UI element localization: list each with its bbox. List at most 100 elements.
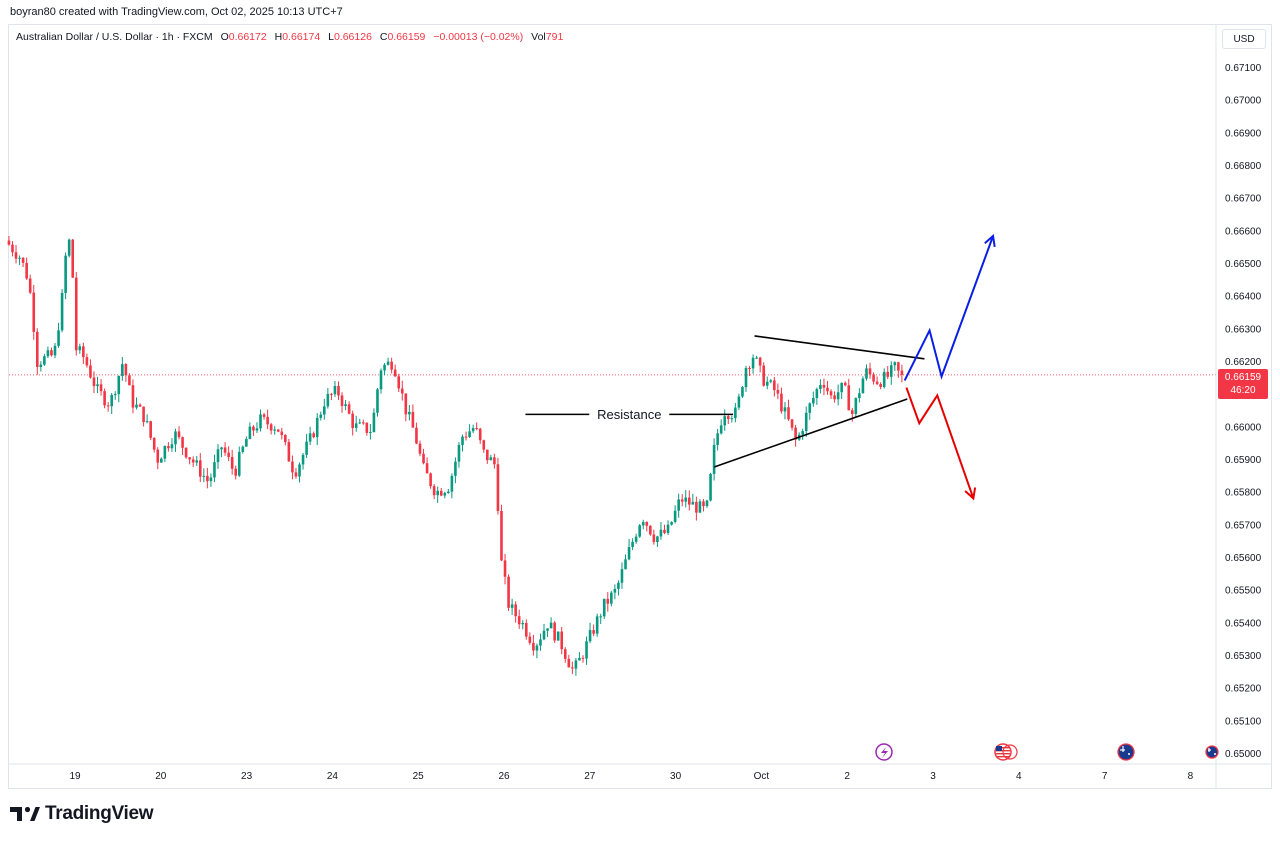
candle-body xyxy=(340,395,344,407)
candle-body xyxy=(475,428,478,430)
candle-body xyxy=(858,393,861,399)
legend-symbol[interactable]: Australian Dollar / U.S. Dollar · 1h · F… xyxy=(16,31,213,43)
bullish-projection-path[interactable] xyxy=(903,235,994,381)
candle-body xyxy=(897,362,900,371)
au-flag-event-icon[interactable] xyxy=(1117,743,1135,761)
candle-body xyxy=(783,407,787,412)
legend-open-value: 0.66172 xyxy=(228,31,267,43)
au-flag-event-icon-partial[interactable] xyxy=(1205,745,1219,759)
candle-body xyxy=(149,421,152,438)
triangle-trendline[interactable] xyxy=(713,398,908,468)
time-tick-label: 2 xyxy=(844,771,850,782)
time-tick-label: 4 xyxy=(1016,771,1022,782)
candle-body xyxy=(482,440,486,450)
au-flag-event-icon-star xyxy=(1128,753,1130,755)
triangle-trendline[interactable] xyxy=(754,335,925,360)
candle-body xyxy=(14,252,18,259)
time-axis[interactable]: 19 20 23 24 25 26 27 30 Oct 2 3 4 7 8 xyxy=(8,763,1272,782)
price-tick-label: 0.66700 xyxy=(1225,194,1262,205)
candle-body xyxy=(78,346,82,351)
candle-body xyxy=(489,457,493,461)
price-tick-label: 0.66800 xyxy=(1225,161,1262,172)
price-axis[interactable]: 0.67100 0.67000 0.66900 0.66800 0.66700 0.666… xyxy=(1215,25,1262,789)
tradingview-logo[interactable]: TradingView xyxy=(10,803,154,825)
candle-body xyxy=(627,547,631,560)
candle-body xyxy=(602,598,606,617)
candle-body xyxy=(312,433,315,438)
candle-body xyxy=(124,364,128,376)
lightning-event-icon[interactable] xyxy=(875,743,893,761)
candle-body xyxy=(333,385,337,395)
candle-body xyxy=(716,433,719,445)
candle-body xyxy=(868,368,872,375)
candle-body xyxy=(769,380,773,382)
candle-body xyxy=(886,371,890,377)
price-tick-label: 0.65400 xyxy=(1225,618,1262,629)
price-tick-label: 0.67000 xyxy=(1225,96,1262,107)
candle-body xyxy=(386,361,390,365)
chart-frame xyxy=(8,24,1272,789)
candle-body xyxy=(812,398,815,404)
candle-body xyxy=(794,427,797,440)
bearish-projection-path[interactable] xyxy=(905,387,975,499)
candle-body xyxy=(447,491,450,493)
tradingview-logo-text: TradingView xyxy=(45,803,154,824)
candle-body xyxy=(620,569,624,583)
candle-body xyxy=(663,529,666,533)
candle-body xyxy=(510,604,514,608)
candle-body xyxy=(592,630,595,634)
us-flag-event-icon[interactable] xyxy=(994,743,1018,761)
candle-body xyxy=(89,365,92,378)
candle-body xyxy=(478,428,482,441)
resistance-label[interactable]: Resistance xyxy=(597,407,661,422)
candle-body xyxy=(425,463,429,474)
candle-body xyxy=(726,416,730,419)
candle-body xyxy=(524,622,528,637)
price-tick-label: 0.66900 xyxy=(1225,128,1262,139)
time-tick-label: 3 xyxy=(930,771,936,782)
candle-body xyxy=(7,240,11,245)
candle-body xyxy=(167,446,170,449)
candle-body xyxy=(237,451,241,476)
legend-change: −0.00013 (−0.02%) xyxy=(433,31,524,43)
candle-body xyxy=(323,406,326,415)
candle-body xyxy=(358,422,362,424)
candle-body xyxy=(836,392,840,400)
candle-body xyxy=(216,449,220,463)
bearish-arrow-head xyxy=(964,487,977,501)
candle-body xyxy=(121,364,124,377)
candle-body xyxy=(847,385,851,411)
candle-body xyxy=(443,492,447,496)
candle-body xyxy=(560,631,564,650)
candle-body xyxy=(206,475,209,482)
currency-button[interactable]: USD xyxy=(1222,29,1266,49)
candle-body xyxy=(808,403,812,413)
candle-body xyxy=(780,393,783,412)
last-price-label: 0.66159 46:20 xyxy=(1218,369,1268,399)
candle-body xyxy=(829,391,833,396)
candle-body xyxy=(195,460,199,463)
au-flag-event-icon-star xyxy=(1214,753,1216,755)
candle-body xyxy=(418,443,422,454)
candle-body xyxy=(85,357,89,366)
candle-body xyxy=(25,262,28,279)
candle-body xyxy=(691,501,695,505)
legend-high-label: H xyxy=(274,31,283,43)
candle-body xyxy=(787,407,790,420)
candle-body xyxy=(145,421,149,423)
time-tick-label: 27 xyxy=(584,771,596,782)
candle-body xyxy=(695,501,698,513)
tradingview-logo-icon xyxy=(10,806,40,821)
candle-body xyxy=(567,658,571,668)
price-tick-label: 0.66300 xyxy=(1225,324,1262,335)
time-tick-label: 20 xyxy=(155,771,167,782)
price-tick-label: 0.66400 xyxy=(1225,292,1262,303)
us-flag-event-icon-stripe xyxy=(996,747,1010,749)
candle-body xyxy=(819,384,822,390)
candle-body xyxy=(634,536,638,542)
au-flag-event-icon-ring xyxy=(1205,745,1219,759)
candle-body xyxy=(404,393,408,415)
candle-body xyxy=(241,446,245,452)
candle-body xyxy=(893,362,897,366)
